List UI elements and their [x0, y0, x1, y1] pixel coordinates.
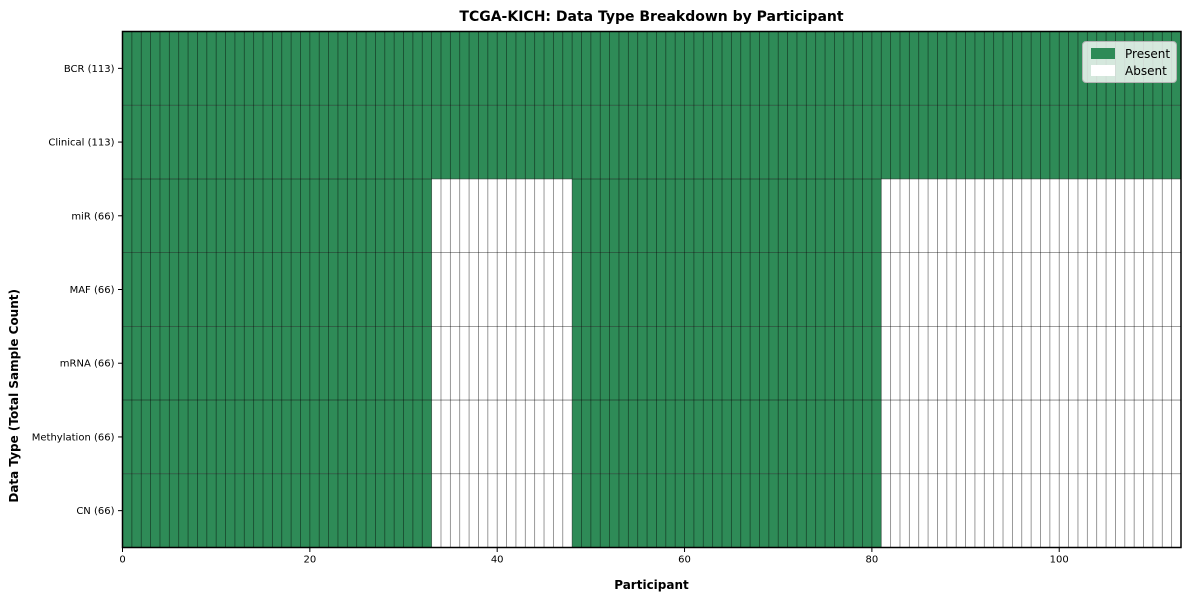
- x-tick-label: 60: [678, 555, 691, 566]
- row-present-segment: [122, 105, 1181, 179]
- y-axis-label-text: Data Type (Total Sample Count): [7, 288, 21, 503]
- row-present-segment: [572, 326, 882, 401]
- x-tick-label: 100: [1050, 555, 1069, 566]
- row-present-segment: [122, 252, 432, 327]
- y-tick-label: miR (66): [71, 211, 114, 222]
- y-axis-ticks: BCR (113) Clinical (113) miR (66) MAF (66) m…: [32, 64, 123, 517]
- absent-swatch: [1091, 65, 1115, 76]
- heatmap-cells: [122, 31, 1181, 548]
- legend-label-present: Present: [1125, 46, 1171, 61]
- row-present-segment: [572, 400, 882, 474]
- row-present-segment: [122, 400, 432, 474]
- legend-entry-present: Present: [1091, 46, 1171, 61]
- x-axis-label: Participant: [614, 578, 689, 592]
- present-swatch: [1091, 48, 1115, 59]
- row-present-segment: [572, 473, 882, 548]
- row-present-segment: [122, 31, 1181, 106]
- y-tick-label: Methylation (66): [32, 432, 115, 443]
- cell-border-grid: [122, 31, 1181, 548]
- x-tick-label: 40: [491, 555, 504, 566]
- legend-entry-absent: Absent: [1091, 65, 1168, 77]
- row-present-segment: [122, 326, 432, 401]
- row-present-segment: [122, 473, 432, 548]
- x-tick-label: 0: [119, 555, 125, 566]
- y-tick-label: CN (66): [76, 506, 114, 517]
- y-tick-label: BCR (113): [64, 64, 115, 75]
- x-axis-ticks: 0 20 40 60 80 100: [119, 547, 1069, 566]
- row-present-segment: [122, 178, 432, 253]
- row-present-segment: [572, 178, 882, 253]
- y-tick-label: mRNA (66): [60, 359, 115, 370]
- y-tick-label: MAF (66): [70, 285, 115, 296]
- chart-title: TCGA-KICH: Data Type Breakdown by Partic…: [459, 9, 844, 25]
- legend-label-absent: Absent: [1125, 63, 1167, 78]
- legend: Present Absent: [1082, 41, 1177, 83]
- y-tick-label: Clinical (113): [48, 138, 114, 149]
- x-tick-label: 20: [303, 555, 316, 566]
- x-tick-label: 80: [866, 555, 879, 566]
- row-present-segment: [572, 252, 882, 327]
